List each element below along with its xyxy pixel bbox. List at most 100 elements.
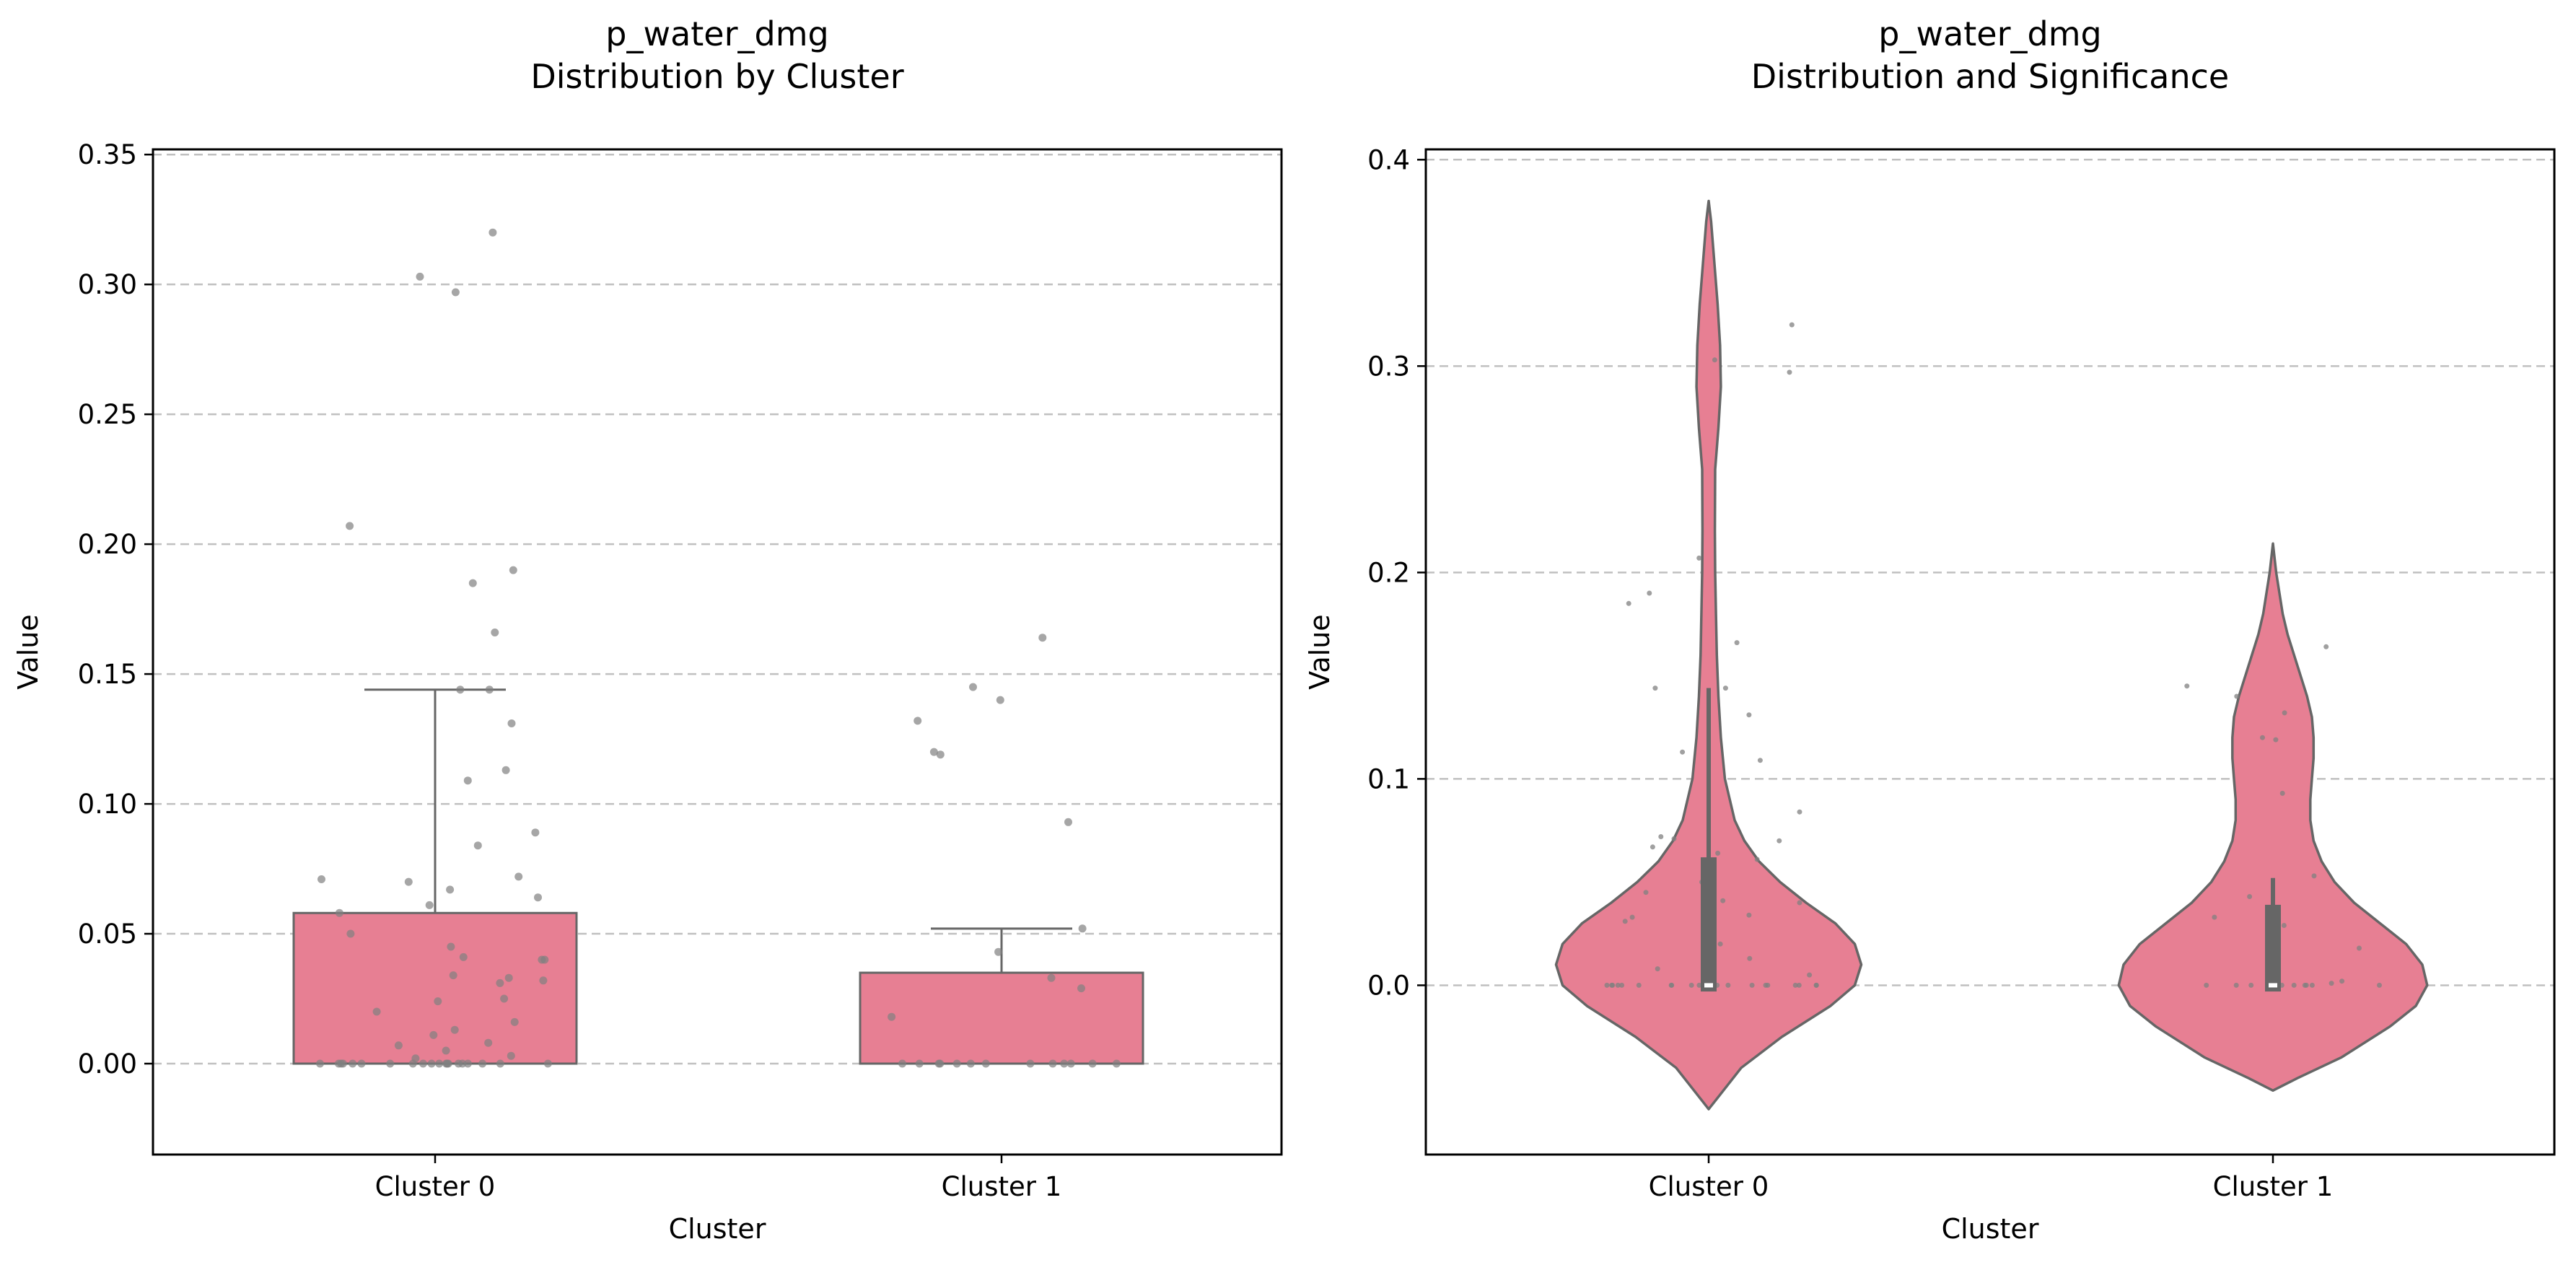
data-point: [416, 272, 424, 281]
x-axis-label: Cluster: [669, 1213, 766, 1245]
data-point: [442, 1046, 450, 1055]
data-point: [2323, 644, 2329, 649]
y-tick-label: 0.25: [78, 399, 137, 430]
data-point: [509, 566, 517, 574]
data-point: [2184, 683, 2190, 689]
data-point: [468, 579, 477, 587]
data-point: [489, 228, 497, 237]
data-point: [444, 1059, 452, 1068]
y-tick-label: 0.4: [1367, 144, 1410, 175]
y-tick-label: 0.00: [78, 1048, 137, 1080]
data-point: [317, 875, 325, 883]
data-point: [2204, 982, 2209, 988]
data-point: [969, 683, 977, 691]
data-point: [473, 841, 482, 850]
y-tick-label: 0.05: [78, 919, 137, 950]
data-point: [485, 686, 494, 694]
data-point: [981, 1059, 990, 1068]
data-point: [510, 1017, 519, 1026]
data-point: [915, 1059, 924, 1068]
data-point: [338, 1059, 347, 1068]
data-point: [404, 877, 413, 886]
data-point: [543, 1059, 552, 1068]
data-point: [504, 973, 513, 982]
data-point: [1717, 941, 1723, 947]
chart-title: p_water_dmg: [605, 14, 828, 53]
data-point: [463, 776, 472, 785]
data-point: [2357, 945, 2362, 951]
data-point: [2329, 981, 2334, 986]
data-point: [1777, 838, 1782, 844]
data-point: [534, 893, 542, 902]
data-point: [1746, 712, 1752, 718]
y-tick-label: 0.2: [1367, 557, 1410, 588]
data-point: [463, 1059, 472, 1068]
data-point: [1725, 982, 1731, 988]
data-point: [1722, 686, 1728, 691]
data-point: [1647, 590, 1652, 596]
data-point: [1643, 890, 1649, 895]
data-point: [1813, 982, 1819, 988]
data-point: [446, 885, 455, 894]
y-tick-label: 0.0: [1367, 970, 1410, 1001]
y-tick-label: 0.1: [1367, 763, 1410, 794]
data-point: [2309, 982, 2315, 988]
data-point: [1680, 749, 1686, 755]
data-point: [2291, 982, 2297, 988]
box: [292, 911, 578, 1065]
data-point: [966, 1059, 975, 1068]
data-point: [1615, 982, 1621, 988]
data-point: [2282, 710, 2287, 716]
data-point: [1026, 1059, 1035, 1068]
data-point: [1655, 966, 1660, 972]
data-point: [952, 1059, 961, 1068]
data-point: [929, 748, 938, 756]
data-point: [1066, 1059, 1075, 1068]
x-tick-label: Cluster 0: [1649, 1171, 1769, 1202]
data-point: [934, 1059, 943, 1068]
data-point: [1047, 973, 1056, 982]
x-tick-label: Cluster 1: [2213, 1171, 2334, 1202]
data-point: [2247, 894, 2253, 899]
chart-subtitle: Distribution and Significance: [1751, 57, 2229, 96]
data-point: [1622, 919, 1628, 924]
data-point: [531, 828, 540, 837]
data-point: [2234, 693, 2240, 699]
data-point: [539, 976, 548, 985]
data-point: [335, 908, 343, 917]
chart-subtitle: Distribution by Cluster: [530, 57, 903, 96]
data-point: [1088, 1059, 1097, 1068]
data-point: [357, 1059, 366, 1068]
data-point: [1048, 1059, 1057, 1068]
data-point: [1747, 955, 1753, 961]
data-point: [429, 1030, 438, 1039]
data-point: [349, 1059, 357, 1068]
plot-frame: [152, 148, 1283, 1156]
data-point: [1797, 900, 1802, 906]
data-point: [478, 1059, 487, 1068]
data-point: [1604, 982, 1610, 988]
data-point: [372, 1007, 381, 1016]
inner-median: [2269, 983, 2277, 988]
data-point: [936, 750, 945, 759]
data-point: [456, 686, 465, 694]
data-point: [1763, 982, 1769, 988]
data-point: [451, 288, 460, 297]
data-point: [1626, 600, 1631, 606]
data-point: [1650, 844, 1655, 850]
data-point: [2212, 914, 2217, 920]
data-point: [1619, 982, 1625, 988]
data-point: [898, 1059, 906, 1068]
data-point: [450, 1025, 459, 1034]
data-point: [427, 1059, 436, 1068]
data-point: [316, 1059, 324, 1068]
plot-frame: [1424, 148, 2556, 1156]
data-point: [2377, 982, 2382, 988]
data-point: [2281, 923, 2287, 928]
data-point: [2248, 982, 2254, 988]
data-point: [1112, 1059, 1121, 1068]
data-point: [1720, 898, 1726, 903]
data-point: [484, 1038, 493, 1047]
